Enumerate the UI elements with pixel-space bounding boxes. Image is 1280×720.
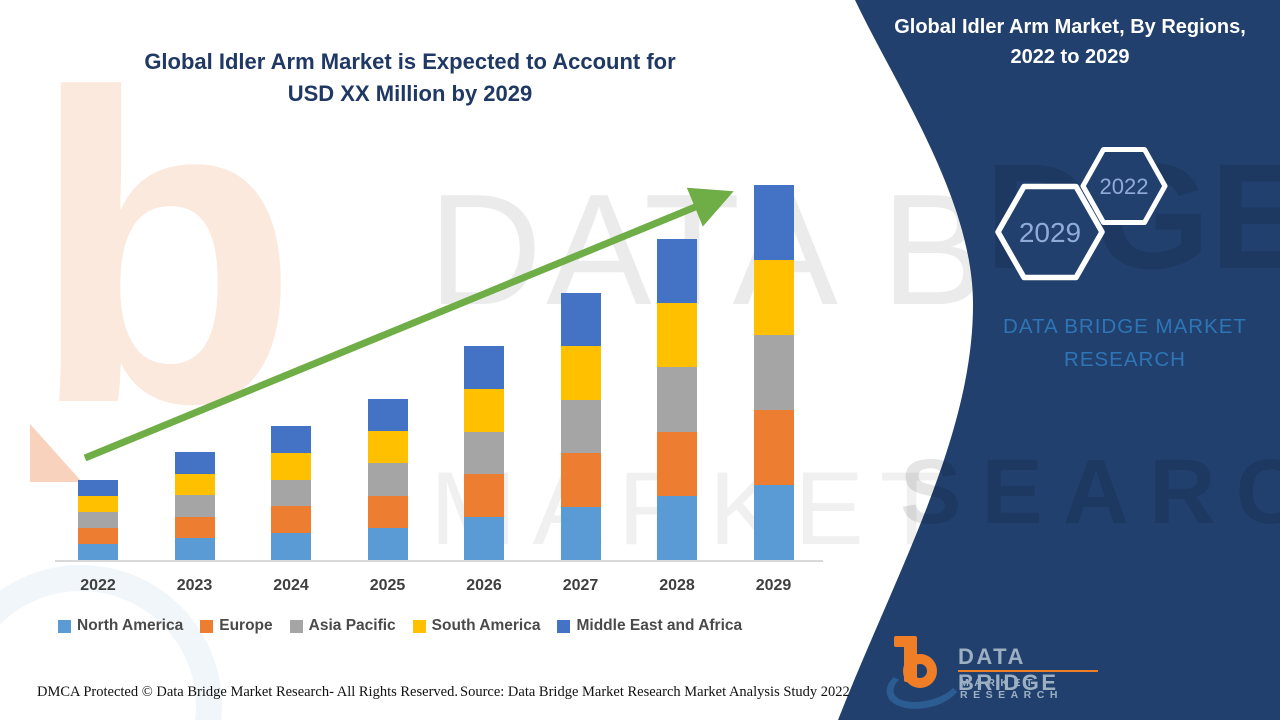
bar-2026 <box>464 178 504 560</box>
bar-segment-south-america <box>271 452 311 480</box>
bar-segment-middle-east-and-africa <box>78 480 118 496</box>
bar-segment-europe <box>271 506 311 534</box>
bar-segment-asia-pacific <box>367 463 408 496</box>
bar-segment-europe <box>560 453 601 507</box>
bar-segment-europe <box>753 410 794 485</box>
legend-item-south-america: South America <box>412 617 541 635</box>
bar-segment-north-america <box>78 544 118 560</box>
bar-segment-north-america <box>174 538 215 560</box>
bar-segment-middle-east-and-africa <box>753 185 794 260</box>
legend-swatch-middle-east-and-africa <box>557 619 571 633</box>
bar-segment-south-america <box>78 496 118 512</box>
bar-segment-asia-pacific <box>271 479 311 507</box>
bar-segment-europe <box>367 495 408 528</box>
bar-segment-south-america <box>560 346 601 400</box>
bar-segment-europe <box>78 528 118 544</box>
bar-segment-middle-east-and-africa <box>271 426 311 453</box>
x-axis-line <box>55 560 823 562</box>
bar-segment-asia-pacific <box>657 367 697 432</box>
logo-b-bowl <box>903 654 937 688</box>
bar-segment-north-america <box>753 485 794 560</box>
hexagon-2029 <box>995 183 1105 281</box>
x-axis-label-2026: 2026 <box>466 577 502 594</box>
bar-segment-middle-east-and-africa <box>464 346 504 389</box>
x-axis-label-2028: 2028 <box>659 577 695 594</box>
hexagon-year-2029: 2029 <box>1019 217 1081 248</box>
bar-segment-europe <box>657 431 697 496</box>
databridge-logo: DATA BRIDGE MARKET RESEARCH <box>882 632 1128 716</box>
panel-title: Global Idler Arm Market, By Regions, 202… <box>894 16 1246 68</box>
bar-segment-north-america <box>271 533 311 560</box>
x-axis-label-2024: 2024 <box>273 577 309 594</box>
bar-segment-south-america <box>174 473 215 496</box>
legend-swatch-north-america <box>58 619 71 633</box>
bar-segment-asia-pacific <box>464 431 504 475</box>
legend-item-north-america: North America <box>58 617 183 635</box>
chart-title: Global Idler Arm Market is Expected to A… <box>144 49 676 106</box>
legend-item-asia-pacific: Asia Pacific <box>289 617 396 635</box>
bar-2024 <box>271 178 311 560</box>
x-axis-label-2023: 2023 <box>176 577 213 594</box>
dmca-notice: DMCA Protected © Data Bridge Market Rese… <box>37 684 458 700</box>
hexagon-years-graphic: 2022 2029 <box>995 147 1168 281</box>
logo-b-hook <box>894 636 910 647</box>
legend-swatch-south-america <box>412 619 426 633</box>
x-axis-label-2027: 2027 <box>562 577 599 594</box>
legend-label-europe: Europe <box>219 617 273 634</box>
bar-2029 <box>753 178 794 560</box>
logo-wordmark: DATA BRIDGE <box>958 644 1059 695</box>
bar-segment-south-america <box>464 388 504 432</box>
legend-item-middle-east-and-africa: Middle East and Africa <box>557 617 742 635</box>
legend-label-middle-east-and-africa: Middle East and Africa <box>576 617 743 634</box>
bar-segment-north-america <box>560 506 601 560</box>
bar-2023 <box>174 178 215 560</box>
logo-tagline: MARKET RESEARCH <box>960 677 1063 701</box>
legend-label-south-america: South America <box>431 617 541 634</box>
bar-segment-south-america <box>367 431 408 464</box>
hexagon-year-2022: 2022 <box>1100 174 1149 199</box>
bar-segment-asia-pacific <box>753 335 794 410</box>
bar-2025 <box>367 178 408 560</box>
bar-segment-north-america <box>464 517 504 560</box>
legend-item-europe: Europe <box>200 617 273 635</box>
legend-label-north-america: North America <box>77 617 184 634</box>
bar-segment-middle-east-and-africa <box>174 452 215 474</box>
bar-segment-north-america <box>367 527 408 560</box>
bar-segment-south-america <box>657 303 697 368</box>
bar-2022 <box>78 178 118 560</box>
logo-underline <box>958 670 1098 672</box>
hexagon-2022 <box>1080 147 1168 225</box>
bar-segment-middle-east-and-africa <box>657 239 697 304</box>
legend-swatch-asia-pacific <box>289 619 303 633</box>
brand-name-text: DATA BRIDGE MARKET RESEARCH <box>1003 315 1247 371</box>
bar-chart-plot-area <box>55 178 825 560</box>
bar-segment-europe <box>464 474 504 518</box>
bar-segment-asia-pacific <box>78 512 118 528</box>
legend-label-asia-pacific: Asia Pacific <box>308 617 396 634</box>
bar-2028 <box>657 178 697 560</box>
x-axis-label-2022: 2022 <box>80 577 116 594</box>
bar-segment-middle-east-and-africa <box>560 293 601 347</box>
source-note: Source: Data Bridge Market Research Mark… <box>460 684 850 700</box>
bar-segment-north-america <box>657 495 697 560</box>
bar-segment-asia-pacific <box>560 399 601 454</box>
bar-segment-asia-pacific <box>174 495 215 517</box>
x-axis-label-2029: 2029 <box>755 577 792 594</box>
bar-2027 <box>560 178 601 560</box>
bar-segment-south-america <box>753 260 794 335</box>
chart-legend: North America Europe Asia Pacific South Ame… <box>58 617 742 635</box>
bar-segment-middle-east-and-africa <box>367 399 408 432</box>
bar-segment-europe <box>174 516 215 539</box>
x-axis-label-2025: 2025 <box>369 577 406 594</box>
legend-swatch-europe <box>200 619 214 633</box>
